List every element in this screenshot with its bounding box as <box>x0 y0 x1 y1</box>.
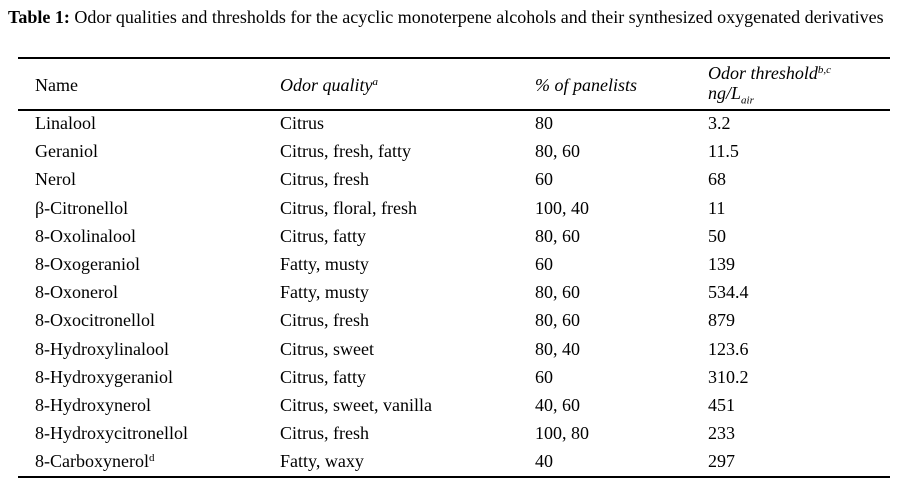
cell-panelists: 100, 40 <box>535 197 589 218</box>
cell-odor-quality: Fatty, waxy <box>280 451 364 472</box>
header-threshold-unit: ng/Lair <box>708 83 754 106</box>
table-row: 8-Hydroxycitronellol Citrus, fresh 100, 80… <box>0 419 908 447</box>
header-odor-quality-text: Odor quality <box>280 75 373 95</box>
cell-odor-quality: Citrus, fresh <box>280 423 369 444</box>
table-row: Geraniol Citrus, fresh, fatty 80, 60 11.5 <box>0 137 908 165</box>
cell-threshold: 11.5 <box>708 141 739 162</box>
cell-name: 8-Carboxynerold <box>35 447 154 475</box>
name-text: 8-Oxolinalool <box>35 225 136 246</box>
cell-panelists: 80, 60 <box>535 310 580 331</box>
cell-odor-quality: Fatty, musty <box>280 254 369 274</box>
table-header: Name Odor qualitya % of panelists Odor t… <box>0 60 908 110</box>
cell-panelists: 80, 60 <box>535 282 580 303</box>
table-row: 8-Oxolinalool Citrus, fatty 80, 60 50 <box>0 222 908 250</box>
cell-odor-quality: Citrus, fatty <box>280 225 366 246</box>
cell-name: 8-Hydroxygeraniol <box>35 363 173 391</box>
cell-panelists: 80, 60 <box>535 141 580 162</box>
header-threshold-text: Odor threshold <box>708 63 818 83</box>
name-text: 8-Oxogeraniol <box>35 254 140 274</box>
caption-label: Table 1: <box>8 7 70 27</box>
bottom-rule <box>18 476 890 478</box>
cell-name: Geraniol <box>35 137 98 165</box>
table-row: 8-Oxonerol Fatty, musty 80, 60 534.4 <box>0 278 908 306</box>
cell-odor-quality: Citrus, fresh <box>280 310 369 331</box>
cell-name: Nerol <box>35 165 76 193</box>
cell-threshold: 879 <box>708 310 735 331</box>
header-name: Name <box>35 75 78 95</box>
cell-panelists: 60 <box>535 169 553 190</box>
table-row: 8-Hydroxygeraniol Citrus, fatty 60 310.2 <box>0 363 908 391</box>
cell-panelists: 80, 60 <box>535 225 580 246</box>
table-row: Nerol Citrus, fresh 60 68 <box>0 165 908 193</box>
name-text: Geraniol <box>35 141 98 162</box>
cell-odor-quality: Citrus, fatty <box>280 366 366 387</box>
name-text: 8-Carboxynerol <box>35 451 149 472</box>
name-text: β-Citronellol <box>35 197 129 218</box>
name-text: 8-Hydroxylinalool <box>35 338 169 359</box>
cell-panelists: 40 <box>535 451 553 472</box>
header-panelists: % of panelists <box>535 75 637 95</box>
name-text: 8-Oxocitronellol <box>35 310 155 331</box>
cell-odor-quality: Citrus, sweet, vanilla <box>280 395 432 415</box>
unit-subscript: air <box>741 94 754 107</box>
cell-odor-quality: Citrus, fresh, fatty <box>280 141 411 162</box>
name-text: 8-Hydroxycitronellol <box>35 423 188 444</box>
cell-panelists: 80 <box>535 113 553 133</box>
cell-threshold: 11 <box>708 197 726 218</box>
table-row: 8-Oxogeraniol Fatty, musty 60 139 <box>0 250 908 278</box>
name-text: Nerol <box>35 169 76 190</box>
cell-name: β-Citronellol <box>35 194 128 222</box>
header-odor-quality: Odor qualitya <box>280 75 378 95</box>
table-row: 8-Hydroxynerol Citrus, sweet, vanilla 40, … <box>0 391 908 419</box>
name-text: 8-Hydroxygeraniol <box>35 366 173 387</box>
cell-panelists: 40, 60 <box>535 395 580 415</box>
cell-threshold: 3.2 <box>708 113 731 133</box>
table-row: β-Citronellol Citrus, floral, fresh 100, 4… <box>0 194 908 222</box>
cell-odor-quality: Citrus, fresh <box>280 169 369 190</box>
cell-name: 8-Oxolinalool <box>35 222 136 250</box>
cell-threshold: 310.2 <box>708 366 749 387</box>
cell-name: 8-Oxocitronellol <box>35 306 155 334</box>
cell-name: 8-Hydroxylinalool <box>35 335 169 363</box>
footnote-bc: b,c <box>817 64 831 76</box>
table-row: 8-Hydroxylinalool Citrus, sweet 80, 40 123.… <box>0 335 908 363</box>
cell-threshold: 297 <box>708 451 735 472</box>
cell-panelists: 100, 80 <box>535 423 589 444</box>
unit-text: ng/L <box>708 83 742 103</box>
header-threshold: Odor thresholdb,c <box>708 63 831 83</box>
table-row: 8-Oxocitronellol Citrus, fresh 80, 60 879 <box>0 306 908 334</box>
cell-threshold: 233 <box>708 423 735 444</box>
cell-threshold: 50 <box>708 225 726 246</box>
table-row: Linalool Citrus 80 3.2 <box>0 109 908 137</box>
cell-threshold: 534.4 <box>708 282 749 303</box>
cell-threshold: 68 <box>708 169 726 190</box>
cell-name: 8-Hydroxynerol <box>35 391 151 419</box>
top-rule <box>18 57 890 59</box>
name-text: 8-Oxonerol <box>35 282 118 303</box>
cell-odor-quality: Citrus, sweet <box>280 338 374 359</box>
footnote-marker: d <box>148 452 155 465</box>
cell-threshold: 451 <box>708 395 735 415</box>
cell-odor-quality: Citrus <box>280 113 325 133</box>
cell-name: 8-Oxonerol <box>35 278 118 306</box>
caption-text: Odor qualities and thresholds for the ac… <box>69 7 884 27</box>
cell-panelists: 60 <box>535 254 553 274</box>
cell-threshold: 139 <box>708 254 735 274</box>
cell-threshold: 123.6 <box>708 338 749 359</box>
cell-odor-quality: Citrus, floral, fresh <box>280 197 417 218</box>
table-row: 8-Carboxynerold Fatty, waxy 40 297 <box>0 447 908 475</box>
cell-odor-quality: Fatty, musty <box>280 282 369 303</box>
name-text: Linalool <box>35 113 96 133</box>
cell-panelists: 60 <box>535 366 553 387</box>
table-caption: Table 1: Odor qualities and thresholds f… <box>8 6 898 28</box>
cell-panelists: 80, 40 <box>535 338 580 359</box>
header-rule <box>18 109 890 111</box>
cell-name: Linalool <box>35 109 96 137</box>
cell-name: 8-Oxogeraniol <box>35 250 140 278</box>
cell-name: 8-Hydroxycitronellol <box>35 419 188 447</box>
name-text: 8-Hydroxynerol <box>35 395 151 415</box>
footnote-a: a <box>372 76 379 88</box>
